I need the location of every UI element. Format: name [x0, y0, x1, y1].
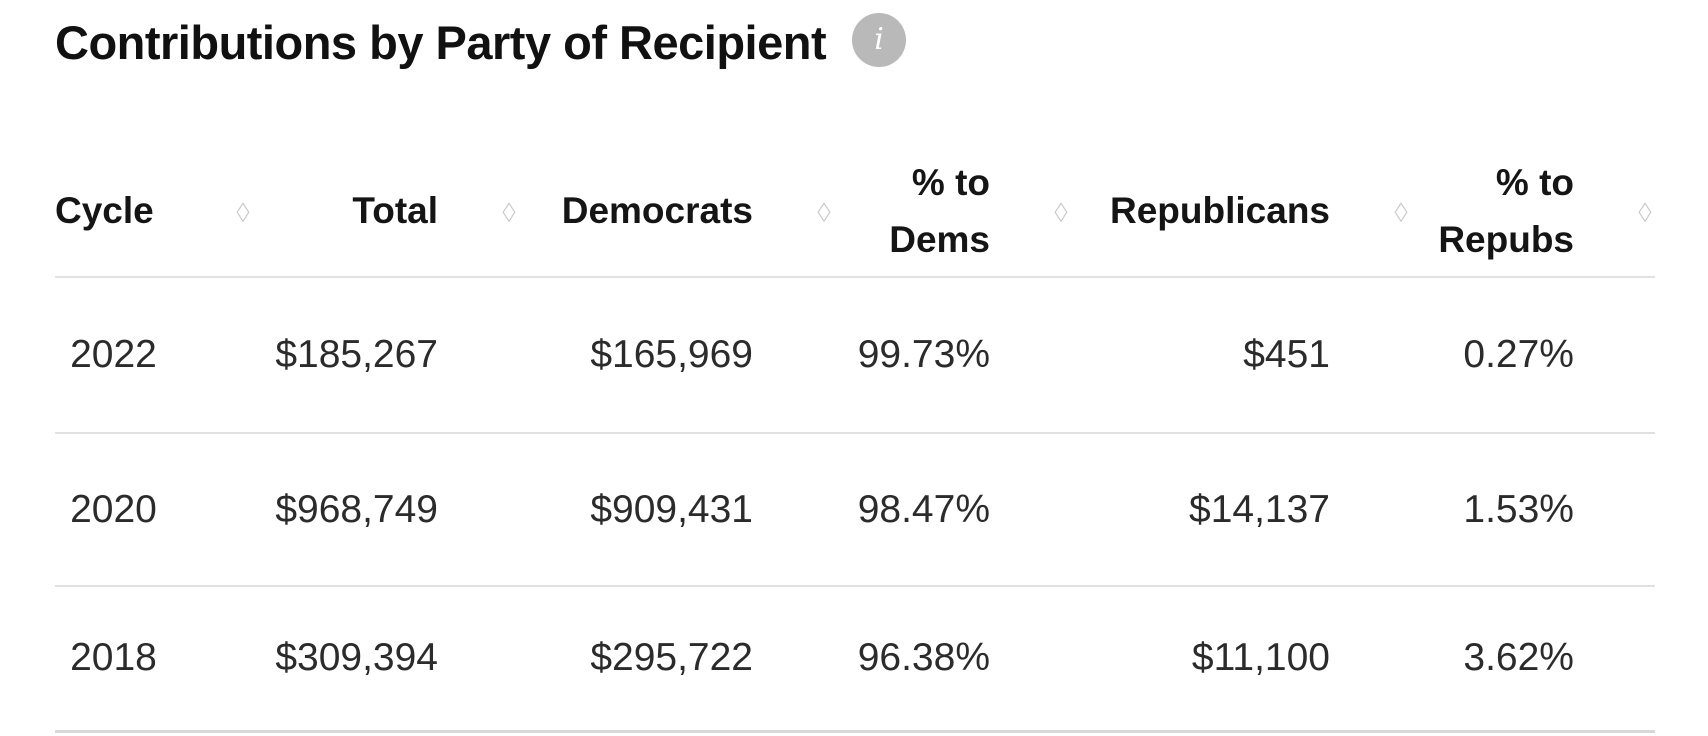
- cell-total: $968,749: [253, 433, 519, 587]
- cell-democrats: $165,969: [519, 277, 834, 434]
- sort-icon-cycle[interactable]: ◇: [236, 196, 250, 226]
- cell-total: $185,267: [253, 277, 519, 434]
- table-row: 2020 $968,749 $909,431 98.47% $14,137 1.…: [55, 433, 1655, 587]
- cell-total: $309,394: [253, 586, 519, 733]
- col-header-pct-dems[interactable]: % to Dems ◇: [834, 116, 1071, 278]
- col-header-total[interactable]: Total ◇: [253, 116, 519, 278]
- sort-icon-pct-dems[interactable]: ◇: [1054, 196, 1068, 226]
- page-title: Contributions by Party of Recipient: [55, 15, 827, 69]
- header-row: Cycle ◇ Total ◇ Democrats ◇: [55, 116, 1655, 278]
- col-header-pct-dems-inner: % to Dems ◇: [834, 124, 1071, 269]
- cell-pct-repubs: 3.62%: [1411, 586, 1655, 733]
- cell-pct-dems: 96.38%: [834, 586, 1071, 733]
- col-header-label: Cycle: [55, 190, 154, 232]
- cell-pct-dems: 99.73%: [834, 277, 1071, 434]
- cell-cycle: 2018: [55, 586, 253, 733]
- cell-cycle: 2022: [55, 277, 253, 434]
- col-header-cycle[interactable]: Cycle ◇: [55, 116, 253, 278]
- col-header-pct-repubs[interactable]: % to Repubs ◇: [1411, 116, 1655, 278]
- col-header-label: % to Repubs: [1438, 161, 1574, 260]
- col-header-label: Democrats: [561, 190, 753, 232]
- col-header-label: Total: [352, 190, 438, 232]
- col-header-label: Republicans: [1110, 190, 1330, 232]
- col-header-cycle-inner: Cycle ◇: [55, 152, 253, 239]
- cell-pct-repubs: 1.53%: [1411, 433, 1655, 587]
- sort-icon-democrats[interactable]: ◇: [817, 196, 831, 226]
- title-row: Contributions by Party of Recipient i: [55, 13, 1708, 72]
- col-header-label: % to Dems: [889, 161, 990, 260]
- cell-democrats: $295,722: [519, 586, 834, 733]
- sort-icon-pct-repubs[interactable]: ◇: [1638, 196, 1652, 226]
- col-header-democrats[interactable]: Democrats ◇: [519, 116, 834, 278]
- sort-icon-total[interactable]: ◇: [502, 196, 516, 226]
- sort-icon-republicans[interactable]: ◇: [1394, 196, 1408, 226]
- cell-republicans: $14,137: [1071, 433, 1411, 587]
- cell-pct-dems: 98.47%: [834, 433, 1071, 587]
- col-header-republicans-inner: Republicans ◇: [1071, 152, 1411, 239]
- info-icon-glyph: i: [874, 22, 884, 57]
- info-icon[interactable]: i: [852, 13, 907, 67]
- cell-republicans: $451: [1071, 277, 1411, 434]
- cell-republicans: $11,100: [1071, 586, 1411, 733]
- cell-democrats: $909,431: [519, 433, 834, 587]
- table-row: 2018 $309,394 $295,722 96.38% $11,100 3.…: [55, 586, 1655, 733]
- col-header-pct-repubs-inner: % to Repubs ◇: [1411, 124, 1655, 269]
- col-header-total-inner: Total ◇: [253, 152, 519, 239]
- cell-cycle: 2020: [55, 433, 253, 587]
- cell-pct-repubs: 0.27%: [1411, 277, 1655, 434]
- col-header-republicans[interactable]: Republicans ◇: [1071, 116, 1411, 278]
- contributions-table: Cycle ◇ Total ◇ Democrats ◇: [55, 116, 1655, 733]
- col-header-democrats-inner: Democrats ◇: [519, 152, 834, 239]
- table-row: 2022 $185,267 $165,969 99.73% $451 0.27%: [55, 277, 1655, 434]
